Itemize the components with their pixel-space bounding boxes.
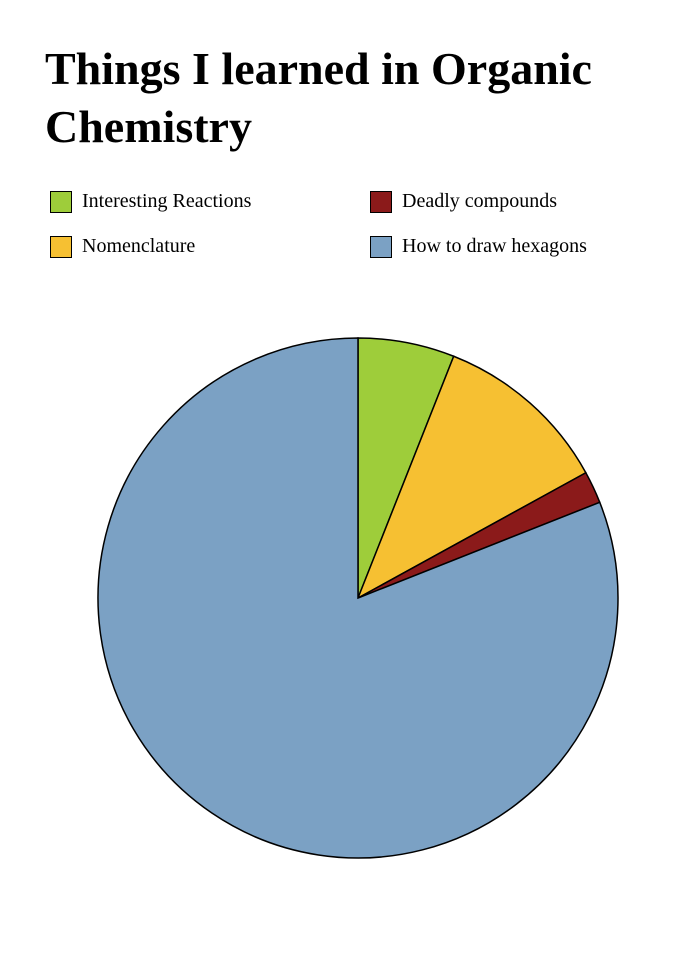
legend: Interesting Reactions Deadly compounds N… [45, 190, 670, 258]
legend-label-hexagons: How to draw hexagons [402, 235, 587, 258]
legend-item-deadly: Deadly compounds [370, 190, 670, 213]
pie-chart [68, 308, 648, 888]
legend-item-reactions: Interesting Reactions [50, 190, 350, 213]
legend-swatch-nomenclature [50, 236, 72, 258]
legend-label-reactions: Interesting Reactions [82, 190, 251, 213]
legend-item-hexagons: How to draw hexagons [370, 235, 670, 258]
pie-chart-area [45, 308, 670, 888]
legend-label-deadly: Deadly compounds [402, 190, 557, 213]
chart-title: Things I learned in Organic Chemistry [45, 40, 670, 155]
chart-container: Things I learned in Organic Chemistry In… [0, 0, 700, 964]
legend-swatch-deadly [370, 191, 392, 213]
legend-item-nomenclature: Nomenclature [50, 235, 350, 258]
legend-label-nomenclature: Nomenclature [82, 235, 195, 258]
legend-swatch-reactions [50, 191, 72, 213]
legend-swatch-hexagons [370, 236, 392, 258]
